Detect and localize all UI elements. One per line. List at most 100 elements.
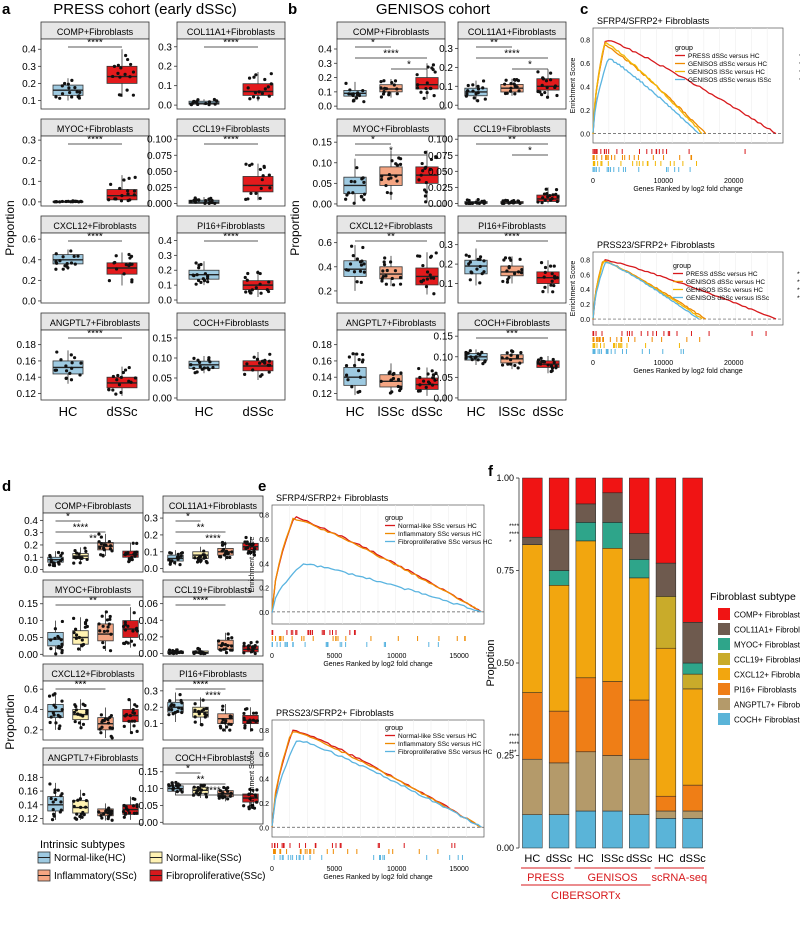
a-facet-4-sig-label: ****: [223, 135, 239, 146]
b-facet-6-point: [478, 281, 482, 285]
a-facet-3-point: [60, 199, 64, 204]
d-facet-1-point: [60, 551, 64, 555]
b-facet-7-point: [355, 352, 359, 356]
d-facet-6-point: [225, 725, 229, 729]
d-facet-7-point: [126, 808, 130, 812]
d-facet-5-point: [81, 702, 85, 706]
d-facet-6-point: [243, 726, 247, 730]
a-facet-2-point: [254, 73, 258, 77]
a-facet-3-point: [133, 175, 137, 179]
c-gsea-1-ytick-label: 0.8: [580, 38, 590, 45]
d-facet-4-point: [255, 640, 259, 644]
f-bar-segment: [629, 477, 650, 534]
a-facet-7-title: ANGPTL7+Fibroblasts: [50, 318, 141, 328]
d-facet-4-point: [224, 651, 229, 655]
f-bar-segment: [602, 810, 623, 849]
b-facet-2-point: [481, 79, 486, 83]
d-facet-4-point: [242, 651, 246, 655]
b-facet-2-point: [509, 82, 513, 86]
b-facet-6-point: [543, 285, 547, 289]
c-gsea-2-ytick-label: 0.8: [580, 257, 590, 264]
b-facet-7-point: [390, 390, 394, 394]
a-facet-4-point: [189, 199, 193, 204]
d-facet-5-point: [99, 713, 103, 717]
f-category-label: HC: [658, 853, 674, 865]
b-facet-8-ytick-label: 0.10: [434, 352, 454, 363]
b-facet-1-point: [383, 86, 387, 90]
d-facet-8-point: [250, 803, 255, 808]
d-facet-6-point: [254, 711, 258, 715]
a-facet-5-ytick-label: 0.4: [22, 255, 36, 266]
e-gsea-1-ytick-label: 0.0: [259, 610, 269, 617]
b-facet-2-point: [471, 83, 475, 87]
b-facet-6-point: [482, 259, 486, 263]
a-facet-7-ytick-label: 0.14: [17, 373, 37, 384]
e-gsea-1-ytick-label: 0.6: [259, 537, 269, 544]
b-facet-1-point: [415, 73, 419, 77]
a-facet-8-point: [252, 355, 256, 359]
a-facet-1-point: [129, 62, 133, 67]
a-facet-5-point: [58, 259, 62, 263]
d-facet-7-title: ANGPTL7+Fibroblasts: [48, 753, 139, 763]
d-facet-1-sig-label: ****: [73, 523, 89, 534]
d-facet-7-ytick-label: 0.16: [19, 787, 39, 798]
d-facet-5-point: [51, 711, 55, 715]
d-facet-4-point: [220, 642, 225, 646]
d-facet-5-point: [109, 713, 114, 718]
b-facet-7-point: [418, 383, 422, 387]
a-facet-2-ytick-label: 0.1: [158, 81, 172, 92]
b-facet-4-point: [480, 199, 484, 203]
b-facet-2-point: [543, 90, 547, 95]
d-facet-7-point: [50, 818, 55, 822]
a-facet-7-point: [64, 369, 69, 373]
b-facet-3-ytick-label: 0.00: [313, 199, 333, 210]
b-facet-7-point: [379, 379, 383, 383]
f-group-label: PRESS: [527, 872, 564, 884]
a-facet-3-point: [120, 194, 124, 198]
d-facet-2-point: [202, 549, 206, 553]
a-facet-1-point: [60, 92, 65, 96]
b-facet-3-point: [362, 198, 366, 202]
a-facet-8-point: [268, 352, 272, 356]
b-facet-6-point: [464, 253, 468, 257]
a-facet-2-point: [269, 82, 273, 86]
c-gsea-1-ytick-label: 0.2: [580, 108, 590, 115]
a-facet-2-ytick-label: 0.0: [158, 101, 172, 112]
a-facet-8-point: [202, 366, 207, 370]
b-facet-3-point: [353, 180, 357, 184]
a-facet-3-point: [119, 199, 124, 203]
d-facet-7-point: [75, 812, 79, 816]
a-facet-3-point: [109, 182, 113, 186]
b-facet-8-point: [508, 362, 513, 366]
d-facet-5-ytick-label: 0.6: [24, 685, 38, 696]
a-facet-8-title: COCH+Fibroblasts: [193, 318, 269, 328]
a-facet-6-point: [197, 266, 201, 270]
b-facet-5-point: [362, 270, 366, 274]
a-facet-2-sig-label: ****: [223, 38, 239, 49]
d-facet-7-point: [79, 812, 83, 816]
e-gsea-1-xtick-label: 5000: [327, 653, 343, 660]
f-category-label: dSSc: [546, 853, 573, 865]
d-facet-6-point: [224, 719, 228, 723]
b-facet-6-point: [543, 270, 547, 274]
b-facet-8-point: [549, 369, 553, 374]
b-facet-5-point: [432, 276, 436, 280]
e-gsea-1-legend-title: group: [385, 515, 403, 522]
d-facet-2-point: [226, 551, 230, 555]
d-facet-6-ytick-label: 0.2: [144, 703, 158, 714]
d-facet-7-point: [131, 804, 136, 808]
e-gsea-1-legend-sig: *: [509, 539, 512, 546]
f-bar-segment: [655, 647, 677, 797]
b-facet-2-point: [515, 77, 519, 82]
d-facet-5-point: [130, 719, 134, 723]
b-facet-1-point: [357, 93, 362, 98]
a-facet-4-point: [259, 186, 263, 191]
d-facet-5-point: [110, 736, 114, 740]
b-facet-4-point: [544, 187, 548, 191]
a-facet-8-ytick-label: 0.15: [153, 334, 173, 345]
panel-d-y-title: Proportion: [3, 694, 17, 749]
b-facet-1-point: [344, 81, 348, 85]
e-gsea-1-legend-sig: ****: [509, 523, 520, 530]
d-legend-label: Fibroproliferative(SSc): [166, 871, 265, 882]
a-facet-2-point: [246, 86, 250, 90]
